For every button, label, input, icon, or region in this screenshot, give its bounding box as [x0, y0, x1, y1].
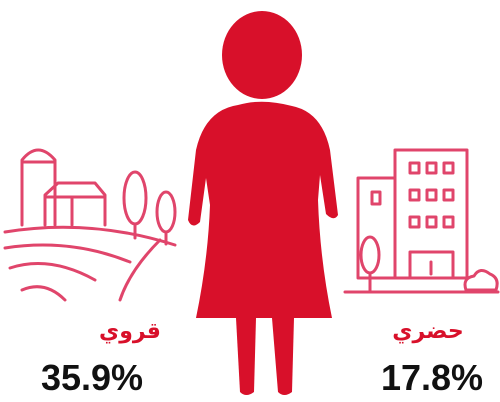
city-icon	[345, 150, 498, 292]
farm-icon	[5, 150, 175, 300]
woman-figure	[188, 11, 338, 395]
rural-label: قروي	[99, 319, 161, 344]
rural-value: 35.9%	[41, 357, 143, 398]
urban-label: حضري	[392, 319, 463, 344]
infographic: قروي 35.9% حضري 17.8%	[0, 0, 500, 402]
urban-value: 17.8%	[381, 357, 483, 398]
